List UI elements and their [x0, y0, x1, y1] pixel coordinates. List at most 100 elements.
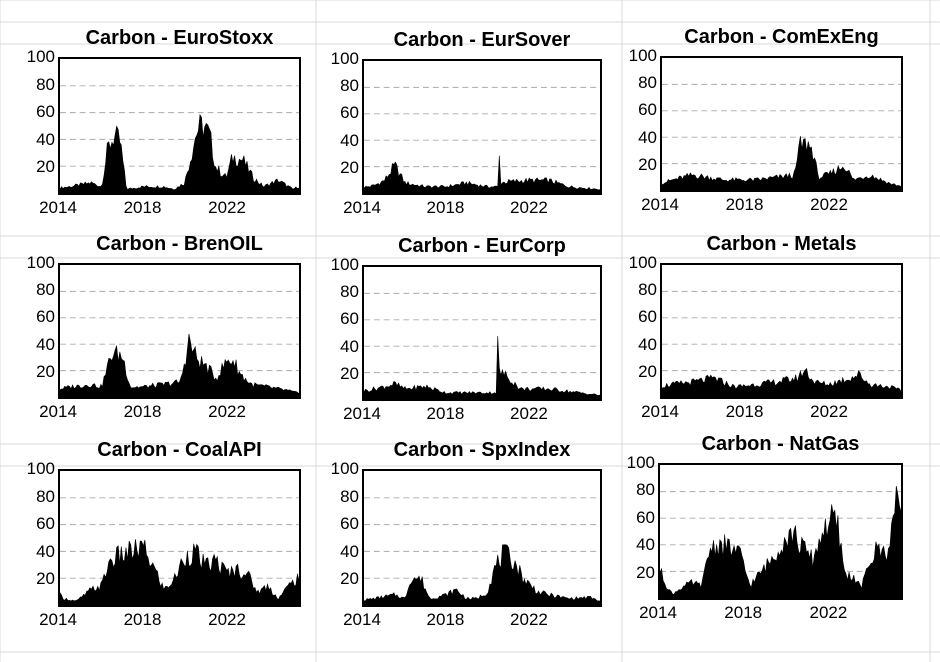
y-tick-label: 40	[36, 129, 55, 149]
series-area	[662, 136, 901, 190]
y-tick-label: 20	[340, 157, 359, 177]
x-tick-label: 2018	[426, 610, 465, 629]
y-tick-label: 60	[36, 102, 55, 122]
y-tick-label: 100	[330, 459, 359, 478]
series-area	[364, 544, 600, 605]
series-area	[364, 155, 600, 193]
x-tick-label: 2014	[639, 603, 677, 622]
y-tick-label: 60	[638, 307, 657, 327]
y-tick-label: 60	[340, 514, 359, 534]
y-tick-label: 100	[628, 253, 657, 272]
y-tick-label: 60	[638, 100, 657, 120]
x-tick-label: 2014	[343, 198, 381, 217]
x-tick-label: 2022	[810, 402, 848, 421]
x-tick-label: 2014	[641, 402, 679, 421]
x-tick-label: 2022	[208, 402, 246, 421]
chart-title: Carbon - CoalAPI	[97, 439, 262, 461]
y-tick-label: 40	[638, 127, 657, 147]
y-tick-label: 80	[340, 76, 359, 96]
chart-panel: Carbon - EurCorp 100 80 60 40 20 2014 2018 2022	[331, 235, 602, 422]
y-tick-label: 80	[36, 280, 55, 300]
chart-title: Carbon - EurSover	[393, 29, 571, 51]
x-tick-label: 2022	[208, 198, 246, 217]
y-tick-label: 100	[330, 255, 359, 274]
chart-title: Carbon - SpxIndex	[393, 439, 571, 461]
x-tick-label: 2018	[725, 195, 764, 214]
x-tick-label: 2022	[510, 610, 548, 629]
chart-svg	[60, 497, 299, 605]
y-tick-label: 20	[36, 157, 55, 177]
x-tick-label: 2018	[426, 404, 465, 423]
y-tick-label: 20	[340, 363, 359, 383]
y-tick-label: 20	[636, 562, 655, 582]
y-tick-label: 100	[628, 46, 657, 65]
y-tick-label: 60	[36, 514, 55, 534]
chart-panel: Carbon - EurSover 100 80 60 40 20 2014 2018 2022	[331, 29, 602, 216]
chart-panel: Carbon - NatGas 100 80 60 40 20 2014 2018 2022	[627, 433, 903, 621]
y-tick-label: 60	[636, 507, 655, 527]
x-tick-label: 2022	[510, 404, 548, 423]
y-tick-label: 80	[638, 280, 657, 300]
plot-area	[58, 57, 301, 195]
plot-area	[58, 469, 301, 607]
x-tick-label: 2018	[123, 402, 162, 421]
x-tick-label: 2018	[123, 198, 162, 217]
y-tick-label: 100	[330, 49, 359, 68]
chart-panel: Carbon - EuroStoxx 100 80 60 40 20 2014 2018 202…	[27, 27, 301, 216]
y-tick-label: 80	[36, 486, 55, 506]
chart-panel: Carbon - BrenOIL 100 80 60 40 20 2014 2018 2022	[27, 233, 301, 420]
x-tick-label: 2014	[39, 402, 77, 421]
y-tick-label: 40	[638, 334, 657, 354]
series-area	[60, 539, 299, 605]
series-area	[364, 335, 600, 399]
plot-area	[362, 265, 602, 401]
y-tick-label: 40	[636, 535, 655, 555]
chart-svg	[364, 292, 600, 399]
x-tick-label: 2022	[208, 610, 246, 629]
chart-svg	[364, 86, 600, 193]
chart-title: Carbon - NatGas	[701, 433, 860, 455]
x-tick-label: 2014	[343, 610, 381, 629]
chart-title: Carbon - Metals	[706, 233, 857, 255]
plot-area	[362, 469, 602, 607]
chart-svg	[660, 486, 901, 598]
y-tick-label: 80	[638, 73, 657, 93]
chart-svg	[662, 83, 901, 190]
plot-area	[362, 59, 602, 195]
series-area	[662, 367, 901, 397]
y-tick-label: 20	[340, 569, 359, 589]
plot-area	[660, 263, 903, 399]
x-tick-label: 2018	[725, 402, 764, 421]
y-tick-label: 20	[638, 361, 657, 381]
y-tick-label: 80	[340, 282, 359, 302]
chart-title: Carbon - BrenOIL	[96, 233, 263, 255]
y-tick-label: 20	[36, 569, 55, 589]
y-tick-label: 80	[36, 74, 55, 94]
chart-panel: Carbon - ComExEng 100 80 60 40 20 2014 2018 2022	[629, 26, 903, 213]
y-tick-label: 80	[636, 480, 655, 500]
y-tick-label: 40	[36, 541, 55, 561]
chart-panel: Carbon - CoalAPI 100 80 60 40 20 2014 2018 2022	[27, 439, 301, 628]
series-area	[60, 113, 299, 193]
y-tick-label: 40	[340, 130, 359, 150]
x-tick-label: 2018	[426, 198, 465, 217]
plot-area	[660, 56, 903, 192]
y-tick-label: 100	[26, 253, 55, 272]
y-tick-label: 40	[340, 541, 359, 561]
y-tick-label: 60	[36, 307, 55, 327]
series-area	[60, 333, 299, 397]
y-tick-label: 60	[340, 103, 359, 123]
y-tick-label: 20	[36, 361, 55, 381]
x-tick-label: 2018	[724, 603, 763, 622]
y-tick-label: 100	[26, 459, 55, 478]
chart-svg	[60, 85, 299, 193]
y-tick-label: 100	[626, 453, 655, 472]
chart-panel: Carbon - Metals 100 80 60 40 20 2014 2018 2022	[629, 233, 903, 420]
x-tick-label: 2022	[510, 198, 548, 217]
y-tick-label: 60	[340, 309, 359, 329]
x-tick-label: 2014	[641, 195, 679, 214]
y-tick-label: 100	[26, 47, 55, 66]
x-tick-label: 2014	[39, 610, 77, 629]
y-tick-label: 40	[36, 334, 55, 354]
